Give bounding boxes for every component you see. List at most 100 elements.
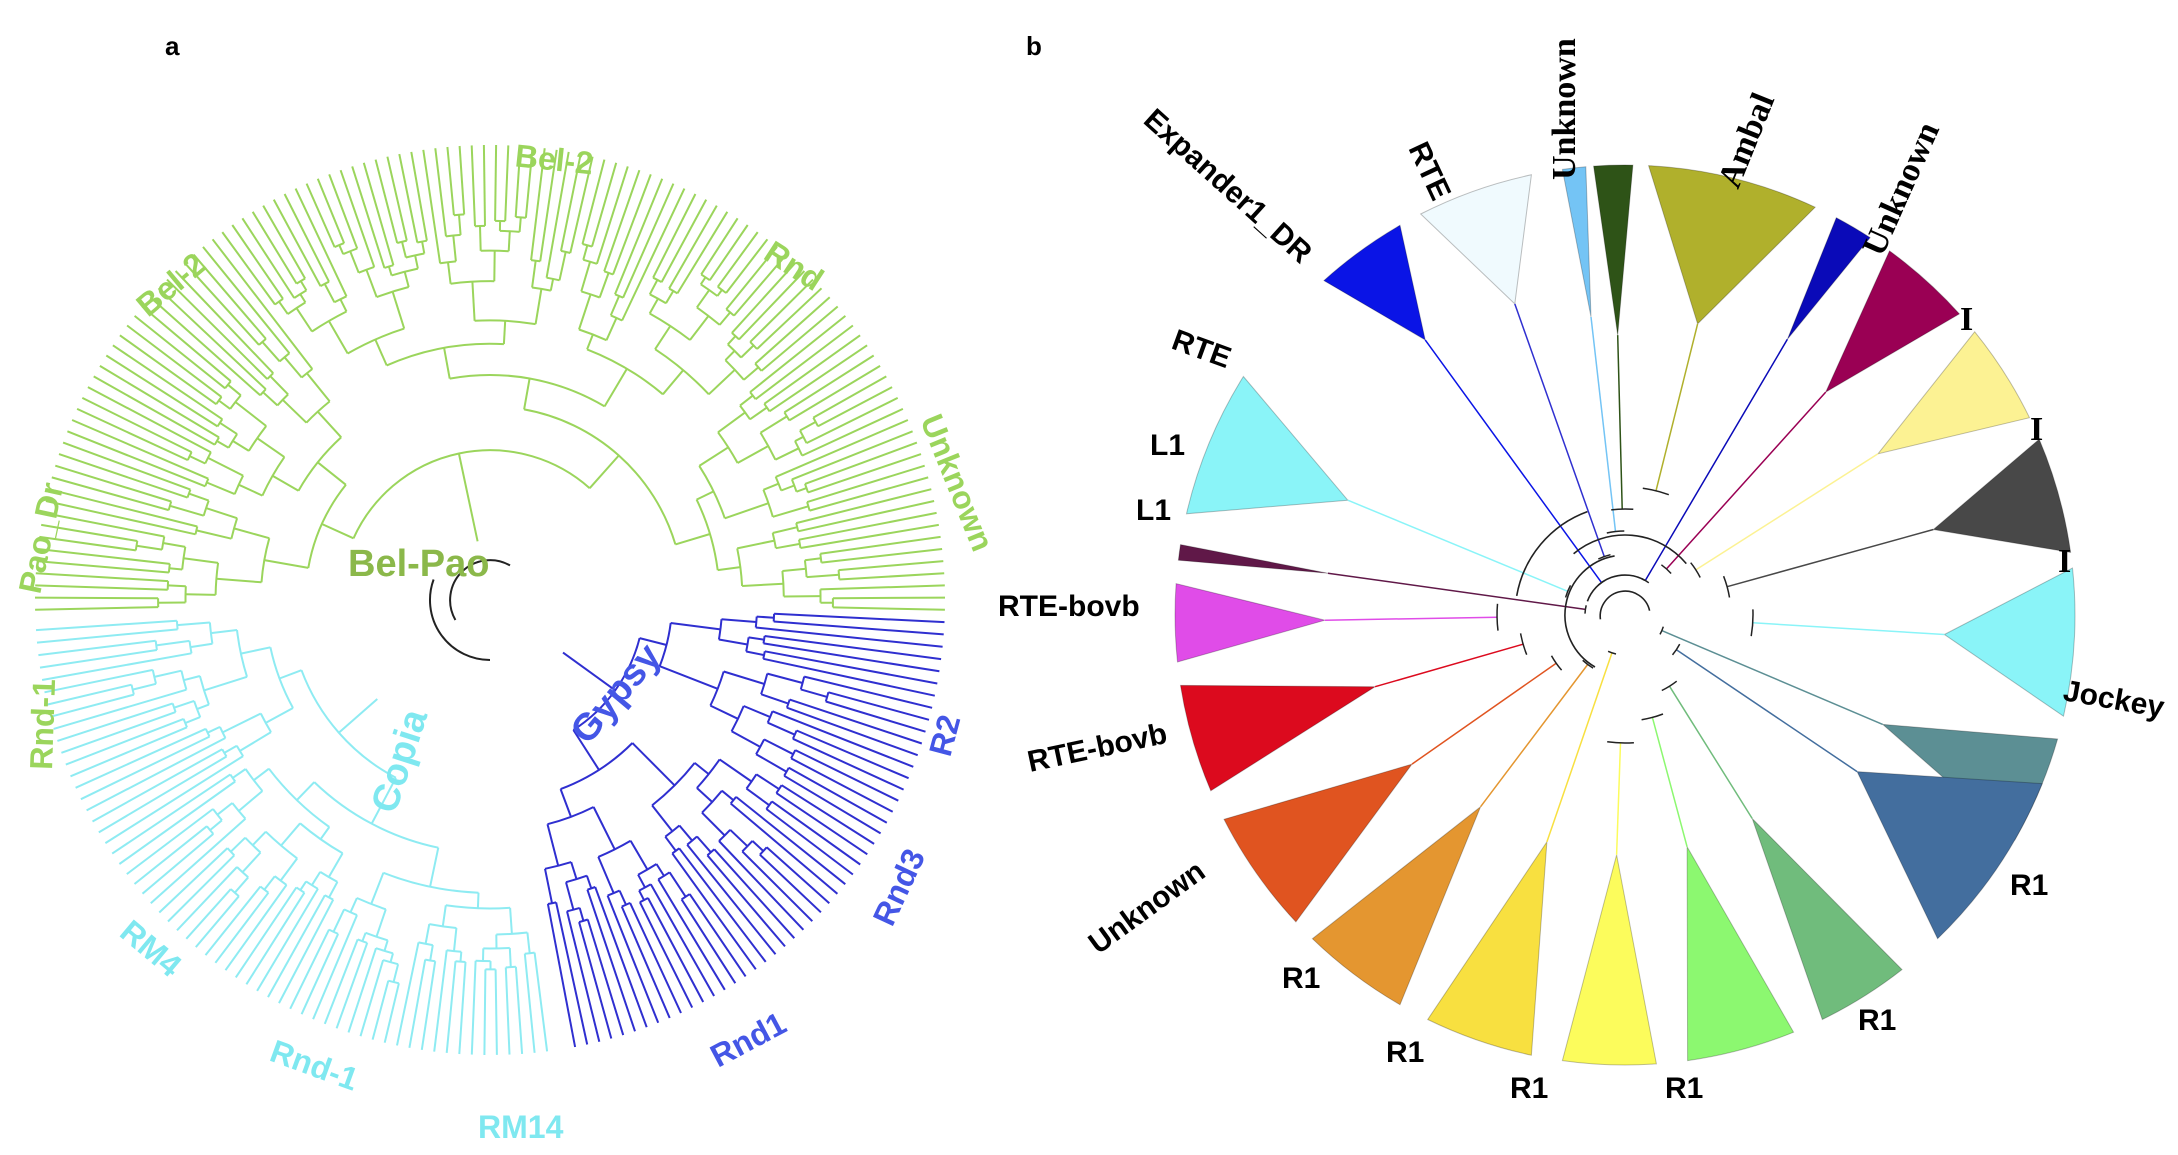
branch	[347, 947, 377, 1033]
clade-stem	[1661, 629, 1883, 726]
branch	[544, 868, 553, 904]
branch	[638, 890, 645, 901]
internal-branch	[1642, 487, 1670, 496]
clade-wedge	[1426, 840, 1548, 1056]
branch	[133, 315, 226, 390]
clade-label-r2: R2	[922, 711, 967, 760]
clade-label-rnd3: Rnd3	[866, 843, 932, 931]
branch	[629, 840, 649, 871]
branch	[65, 717, 184, 766]
branch	[119, 334, 217, 406]
branch	[637, 863, 658, 876]
branch	[731, 262, 797, 334]
branch	[783, 774, 882, 835]
branch	[772, 710, 914, 768]
branch	[733, 254, 788, 317]
branch	[234, 401, 267, 427]
branch	[502, 320, 507, 345]
branch	[388, 979, 400, 985]
branch	[211, 238, 314, 370]
branch	[61, 711, 176, 754]
branch	[582, 245, 589, 261]
branch	[283, 356, 303, 379]
branch	[533, 952, 549, 1052]
branch	[545, 151, 570, 278]
branch	[71, 419, 209, 480]
clade-wedge	[1786, 216, 1871, 340]
branch	[766, 846, 830, 904]
branch	[251, 831, 267, 846]
branch	[821, 548, 943, 564]
clade-b-l1-1: L1	[1136, 494, 1171, 527]
branch	[335, 942, 369, 1029]
branch	[35, 584, 168, 591]
branch	[245, 892, 306, 985]
branch	[763, 334, 861, 405]
branch	[737, 445, 769, 464]
branch	[417, 239, 428, 244]
internal-branch	[1496, 603, 1499, 631]
branch	[741, 850, 814, 922]
branch	[194, 526, 199, 535]
branch	[202, 246, 291, 354]
branch	[597, 839, 632, 858]
branch	[696, 787, 713, 803]
branch	[806, 501, 811, 511]
branch	[562, 651, 616, 692]
branch	[458, 145, 466, 215]
branch	[443, 347, 451, 379]
branch	[740, 344, 755, 359]
branch	[526, 932, 531, 954]
clade-wedge	[1311, 805, 1482, 1006]
branch	[631, 742, 676, 787]
clade-label-rnd1-bottom: Rnd-1	[266, 1033, 364, 1098]
branch	[421, 241, 426, 254]
branch	[234, 876, 249, 894]
branch	[167, 584, 186, 588]
branch	[452, 235, 457, 262]
branch	[210, 629, 238, 635]
clade-wedge	[1593, 164, 1634, 336]
branch	[743, 705, 771, 718]
branch	[75, 727, 207, 789]
clade-wedge	[1943, 567, 2076, 718]
branch	[221, 231, 276, 306]
branch	[782, 567, 806, 572]
branch	[317, 411, 342, 438]
clade-b-i-3: I	[2058, 543, 2071, 580]
branch	[365, 269, 378, 298]
branch	[800, 688, 828, 698]
branch	[597, 856, 615, 894]
branch	[614, 178, 664, 295]
branch	[306, 372, 331, 403]
branch	[453, 213, 465, 217]
branch	[804, 557, 822, 562]
branch	[188, 492, 210, 502]
branch	[111, 773, 231, 855]
branch	[524, 146, 534, 218]
branch	[185, 593, 216, 596]
branch	[209, 819, 223, 831]
branch	[790, 749, 797, 759]
branch	[709, 704, 739, 720]
branch	[216, 418, 224, 427]
branch	[269, 375, 289, 396]
branch	[724, 502, 769, 520]
branch	[614, 293, 624, 299]
branch	[112, 344, 223, 421]
branch	[639, 637, 667, 646]
branch	[434, 148, 447, 237]
branch	[824, 692, 830, 702]
panel-b-tree	[1174, 164, 2076, 1066]
branch	[696, 835, 712, 853]
branch	[736, 548, 744, 587]
branch	[455, 960, 466, 963]
branch	[648, 298, 659, 314]
clade-stem	[1615, 742, 1622, 855]
backbone-branch	[1586, 574, 1646, 602]
branch	[177, 621, 210, 627]
branch	[238, 790, 264, 812]
branch	[234, 886, 298, 978]
branch	[725, 238, 769, 294]
branch	[41, 523, 138, 542]
